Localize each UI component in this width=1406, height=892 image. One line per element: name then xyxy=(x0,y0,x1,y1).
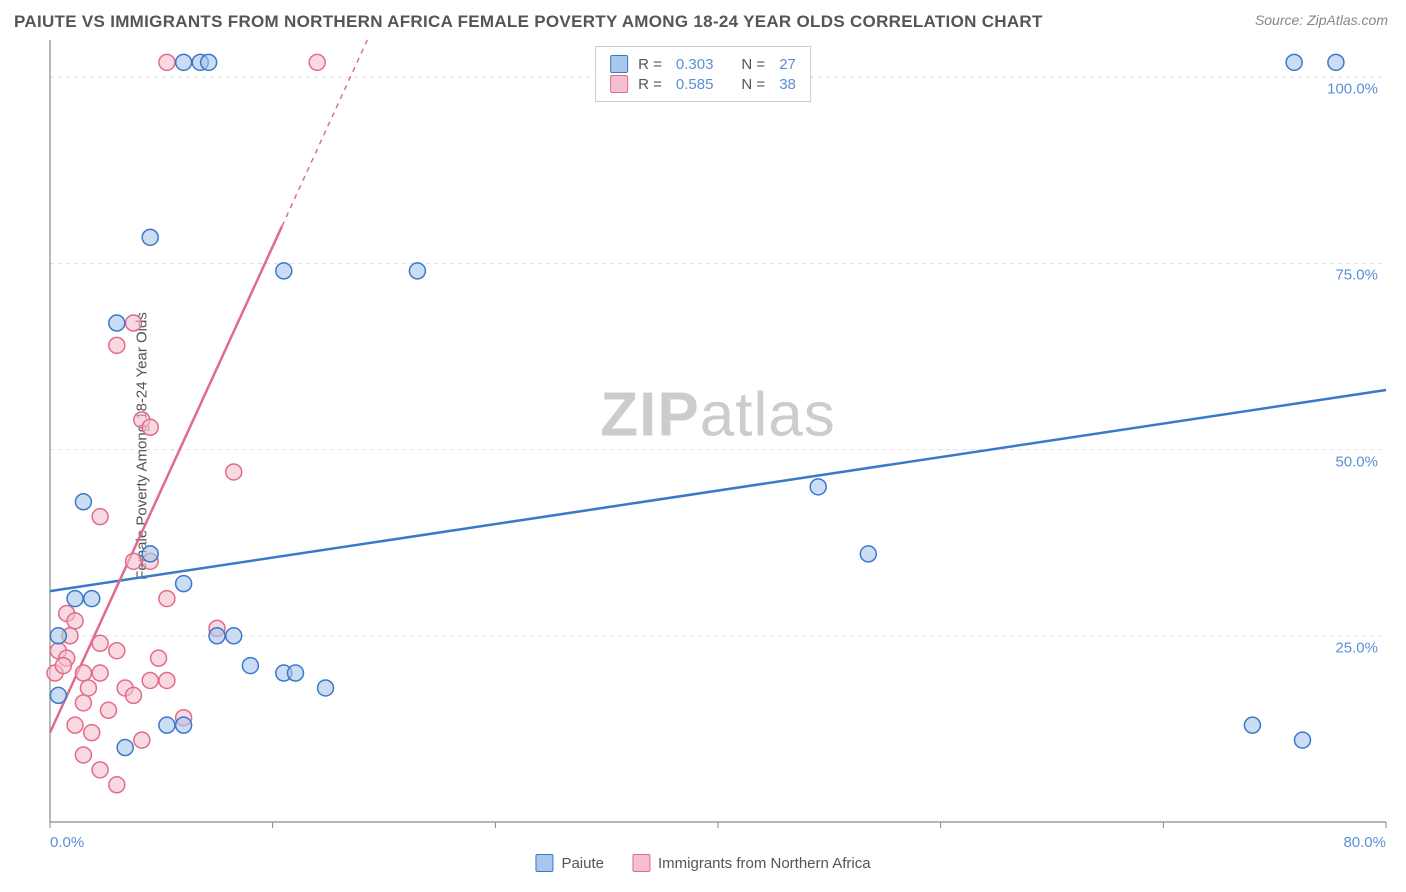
r-value-paiute: 0.303 xyxy=(676,56,714,73)
legend-square-paiute xyxy=(610,55,628,73)
legend-bottom: Paiute Immigrants from Northern Africa xyxy=(535,854,870,872)
legend-item-immigrants: Immigrants from Northern Africa xyxy=(632,854,871,872)
legend-row-paiute: R = 0.303 N = 27 xyxy=(610,55,796,73)
n-value-immigrants: 38 xyxy=(779,76,796,93)
legend-square-paiute-bottom xyxy=(535,854,553,872)
legend-label-immigrants: Immigrants from Northern Africa xyxy=(658,855,871,872)
chart-container: PAIUTE VS IMMIGRANTS FROM NORTHERN AFRIC… xyxy=(0,0,1406,892)
chart-title: PAIUTE VS IMMIGRANTS FROM NORTHERN AFRIC… xyxy=(14,12,1043,32)
r-label: R = xyxy=(638,56,662,73)
legend-statistics-box: R = 0.303 N = 27 R = 0.585 N = 38 xyxy=(595,46,811,102)
legend-square-immigrants-bottom xyxy=(632,854,650,872)
legend-row-immigrants: R = 0.585 N = 38 xyxy=(610,75,796,93)
r-value-immigrants: 0.585 xyxy=(676,76,714,93)
y-tick-label: 50.0% xyxy=(1335,453,1378,470)
n-label: N = xyxy=(741,76,765,93)
source-attribution: Source: ZipAtlas.com xyxy=(1255,12,1388,28)
x-tick-label: 80.0% xyxy=(1343,834,1386,851)
legend-square-immigrants xyxy=(610,75,628,93)
y-tick-label: 100.0% xyxy=(1327,81,1378,98)
y-tick-label: 25.0% xyxy=(1335,639,1378,656)
r-label: R = xyxy=(638,76,662,93)
y-tick-label: 75.0% xyxy=(1335,267,1378,284)
plot-svg xyxy=(50,40,1386,822)
n-value-paiute: 27 xyxy=(779,56,796,73)
legend-item-paiute: Paiute xyxy=(535,854,604,872)
n-label: N = xyxy=(741,56,765,73)
legend-label-paiute: Paiute xyxy=(561,855,604,872)
plot-area: ZIPatlas xyxy=(50,40,1386,822)
x-tick-label: 0.0% xyxy=(50,834,84,851)
